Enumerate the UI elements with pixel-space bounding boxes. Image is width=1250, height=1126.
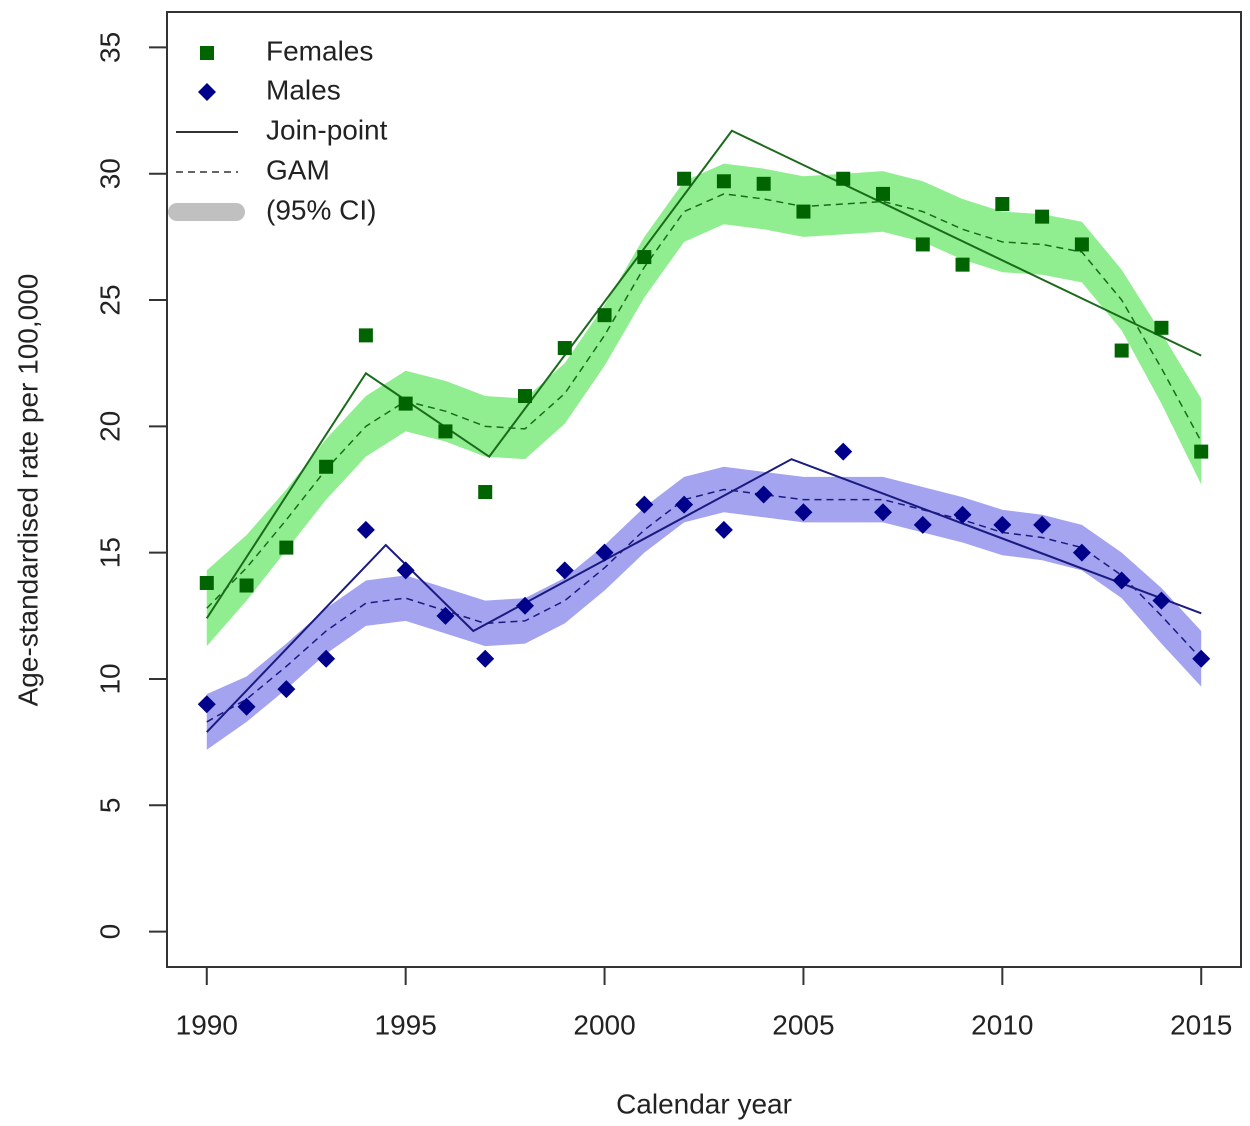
- x-tick-label: 1990: [176, 1009, 238, 1040]
- x-tick-label: 2000: [573, 1009, 635, 1040]
- legend-label: GAM: [266, 154, 330, 185]
- marker: [1192, 649, 1211, 668]
- marker: [557, 341, 572, 356]
- y-tick-label: 0: [94, 924, 125, 940]
- joinpoint-line: [205, 129, 1202, 619]
- marker: [953, 505, 972, 524]
- y-tick-label: 30: [94, 158, 125, 189]
- marker: [714, 520, 733, 539]
- y-axis-title: Age-standardised rate per 100,000: [12, 274, 43, 707]
- marker: [436, 606, 455, 625]
- marker: [438, 424, 453, 439]
- marker: [1074, 237, 1089, 252]
- marker: [913, 515, 932, 534]
- ci-band: [206, 163, 1202, 647]
- y-tick-label: 5: [94, 798, 125, 814]
- marker: [754, 485, 773, 504]
- marker: [396, 561, 415, 580]
- marker: [796, 204, 811, 219]
- marker: [955, 257, 970, 272]
- marker: [1154, 320, 1169, 335]
- marker: [677, 171, 692, 186]
- marker: [834, 442, 853, 461]
- y-tick-label: 10: [94, 663, 125, 694]
- marker: [358, 328, 373, 343]
- marker: [279, 540, 294, 555]
- marker: [239, 578, 254, 593]
- legend-label: Males: [266, 74, 341, 105]
- marker: [995, 197, 1010, 212]
- y-tick-label: 20: [94, 411, 125, 442]
- ci-band: [206, 466, 1202, 750]
- marker: [1152, 591, 1171, 610]
- marker: [518, 389, 532, 404]
- marker: [476, 649, 495, 668]
- plot-frame: [166, 11, 1242, 968]
- marker: [635, 495, 654, 514]
- marker: [597, 308, 612, 323]
- marker: [993, 515, 1012, 534]
- marker: [1035, 209, 1050, 224]
- marker: [794, 503, 813, 522]
- marker: [915, 237, 930, 252]
- marker: [199, 575, 214, 590]
- marker: [675, 495, 694, 514]
- x-tick-label: 2010: [971, 1009, 1033, 1040]
- marker: [398, 396, 413, 411]
- marker: [356, 520, 375, 539]
- gam-line: [206, 193, 1202, 609]
- x-axis-title: Calendar year: [616, 1088, 792, 1119]
- y-tick-label: 35: [94, 32, 125, 63]
- marker: [1114, 343, 1129, 358]
- marker: [836, 171, 851, 186]
- marker: [555, 561, 574, 580]
- y-tick-label: 15: [94, 537, 125, 568]
- marker: [756, 176, 771, 191]
- marker: [1112, 571, 1131, 590]
- marker: [716, 174, 731, 189]
- y-tick-label: 25: [94, 284, 125, 315]
- marker: [595, 543, 614, 562]
- marker: [478, 485, 493, 500]
- marker: [319, 459, 334, 474]
- x-tick-label: 2015: [1170, 1009, 1232, 1040]
- legend-label: Join-point: [266, 114, 388, 145]
- joinpoint-line: [206, 458, 1202, 733]
- plot-area: [197, 129, 1211, 750]
- x-tick-label: 2005: [772, 1009, 834, 1040]
- legend-marker: [200, 46, 214, 60]
- marker: [277, 680, 296, 699]
- legend-label: Females: [266, 35, 373, 66]
- marker: [237, 697, 256, 716]
- marker: [1194, 444, 1209, 459]
- marker: [197, 695, 216, 714]
- marker: [317, 649, 336, 668]
- legend-label: (95% CI): [266, 194, 376, 225]
- x-tick-label: 1995: [375, 1009, 437, 1040]
- marker: [874, 503, 892, 522]
- legend-marker: [198, 83, 216, 101]
- marker: [637, 250, 652, 265]
- marker: [1033, 515, 1052, 534]
- marker: [516, 596, 534, 615]
- marker: [876, 186, 890, 201]
- gam-line: [206, 488, 1202, 723]
- marker: [1072, 543, 1091, 562]
